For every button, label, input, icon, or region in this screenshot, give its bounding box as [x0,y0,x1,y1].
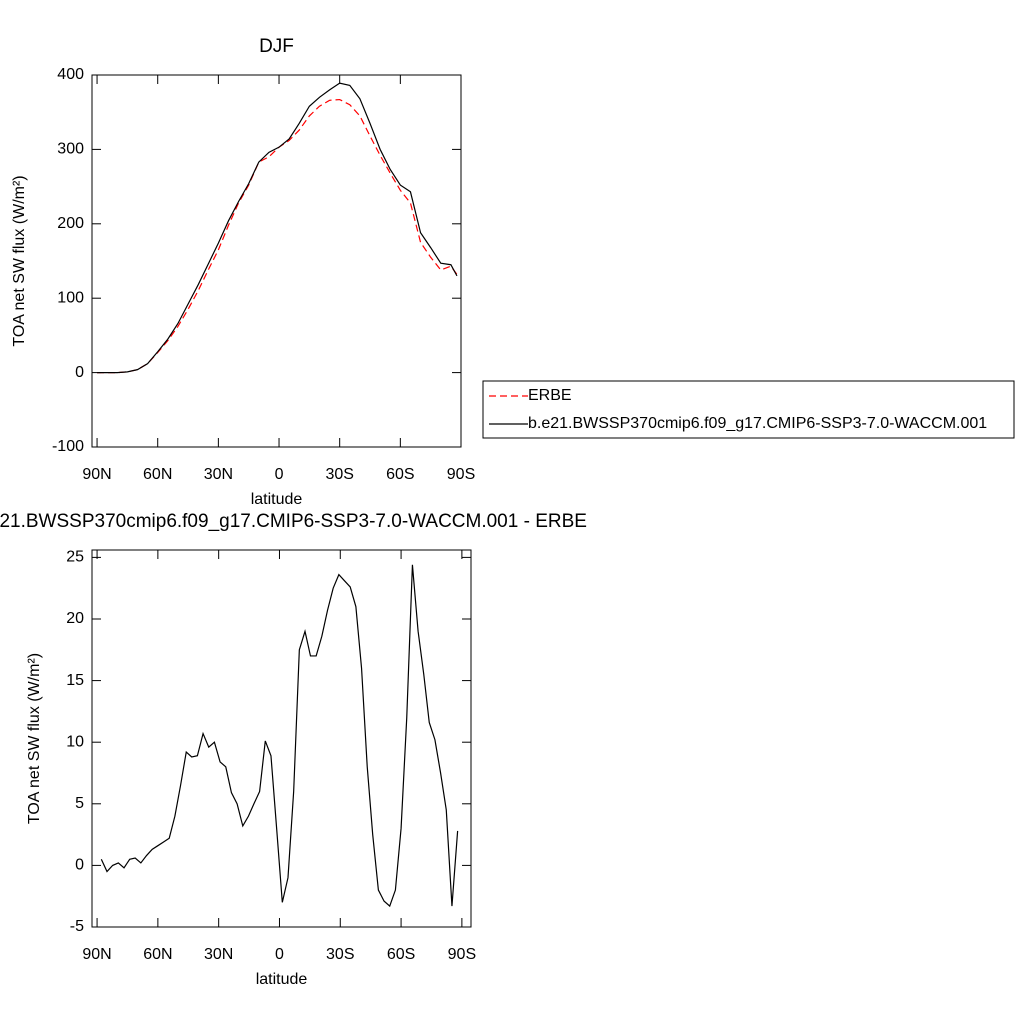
y-tick-label: 0 [75,364,84,381]
legend-label: b.e21.BWSSP370cmip6.f09_g17.CMIP6-SSP3-7… [528,415,987,432]
y-tick-label: -5 [70,918,84,935]
x-tick-label: 90S [447,466,475,483]
y-tick-label: 300 [57,141,84,158]
y-tick-label: 5 [75,795,84,812]
x-tick-label: 60N [143,466,172,483]
x-tick-label: 60N [143,946,172,963]
x-tick-label: 30S [325,466,353,483]
y-axis-label: TOA net SW flux (W/m²) [11,175,28,346]
x-tick-label: 30N [204,946,233,963]
data-line [97,98,458,374]
y-tick-label: -100 [52,438,84,455]
x-tick-label: 60S [386,466,414,483]
plot-frame [91,549,472,928]
x-tick-label: 0 [275,946,284,963]
legend-label: ERBE [528,387,572,404]
y-tick-label: 200 [57,215,84,232]
y-tick-label: 0 [75,857,84,874]
x-axis-label: latitude [251,491,303,508]
plot-frame [91,74,462,448]
chart-title: b.e21.BWSSP370cmip6.f09_g17.CMIP6-SSP3-7… [0,511,587,532]
y-tick-label: 100 [57,289,84,306]
x-axis-label: latitude [256,971,308,988]
data-line [97,82,458,374]
legend-box [482,380,1015,439]
y-tick-label: 20 [66,610,84,627]
x-tick-label: 90N [82,946,111,963]
y-tick-label: 10 [66,733,84,750]
chart-title: DJF [259,36,294,57]
x-tick-label: 0 [275,466,284,483]
x-tick-label: 90N [82,466,111,483]
x-tick-label: 30N [204,466,233,483]
x-tick-label: 60S [387,946,415,963]
y-tick-label: 400 [57,66,84,83]
x-tick-label: 30S [326,946,354,963]
x-tick-label: 90S [448,946,476,963]
y-tick-label: 25 [66,549,84,566]
data-line [100,564,459,908]
y-tick-label: 15 [66,672,84,689]
y-axis-label: TOA net SW flux (W/m²) [26,653,43,824]
